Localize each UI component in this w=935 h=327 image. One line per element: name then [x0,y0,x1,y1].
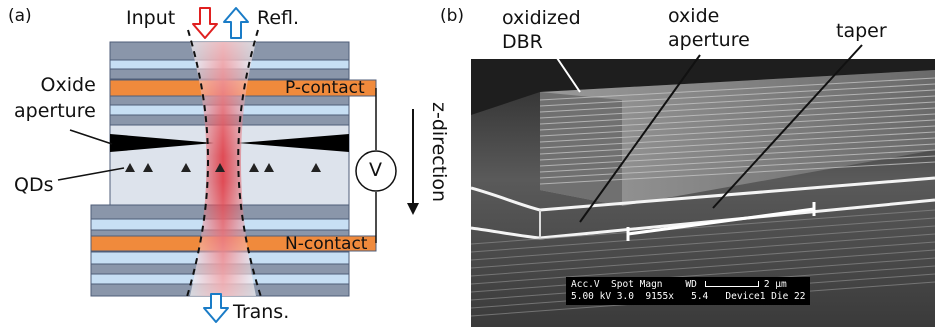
oxide-aperture-label: Oxide aperture [14,74,96,122]
taper-bar [627,207,815,236]
databar-scalebar [704,281,759,287]
transmission-arrow-icon [203,293,229,323]
qds-label: QDs [14,174,54,196]
oxide-leader-line [69,129,113,145]
panel-a-device [57,7,419,323]
z-direction-arrowhead-icon [407,203,419,215]
panel-b-label: (b) [440,6,465,26]
dbr-stripes [539,77,935,185]
databar-row1-left: Acc.V Spot Magn WD [571,279,697,290]
databar-scale-label: 2 μm [763,279,787,290]
sem-image [471,59,935,327]
oxide-aperture-leader [579,54,701,223]
trans-label: Trans. [233,301,290,323]
qds-leader-line [57,167,125,181]
databar-row2: 5.00 kV 3.0 9155x 5.4 Device1 Die 22 [571,291,806,302]
input-label: Input [126,7,176,29]
panel-a-label: (a) [8,6,32,26]
sem-databar: Acc.V Spot Magn WD 2 μm 5.00 kV 3.0 9155… [566,277,810,305]
voltmeter-symbol [355,150,397,192]
mode-boundary-right [237,29,263,301]
oxidized-dbr-label: oxidized DBR [502,7,581,53]
quantum-dots [125,163,321,172]
oxide-wedge-right [238,134,349,152]
substrate-stripes [471,209,935,317]
taper-leader [712,44,863,209]
refl-label: Refl. [257,7,300,29]
databar-row1: Acc.V Spot Magn WD 2 μm [571,279,805,291]
p-contact-label: P-contact [285,78,365,98]
z-direction-label: z-direction [428,102,450,203]
sem-annotations [554,44,863,241]
oxide-aperture-sem-label: oxide aperture [668,5,750,51]
voltmeter-label: V [369,159,382,181]
oxidized-dbr-leader [554,54,581,93]
mode-boundary-left [185,29,209,301]
reflection-arrow-icon [223,7,249,39]
n-contact-label: N-contact [285,234,368,254]
input-arrow-icon [192,7,218,39]
oxide-wedge-left [110,134,214,152]
taper-label: taper [836,20,887,42]
